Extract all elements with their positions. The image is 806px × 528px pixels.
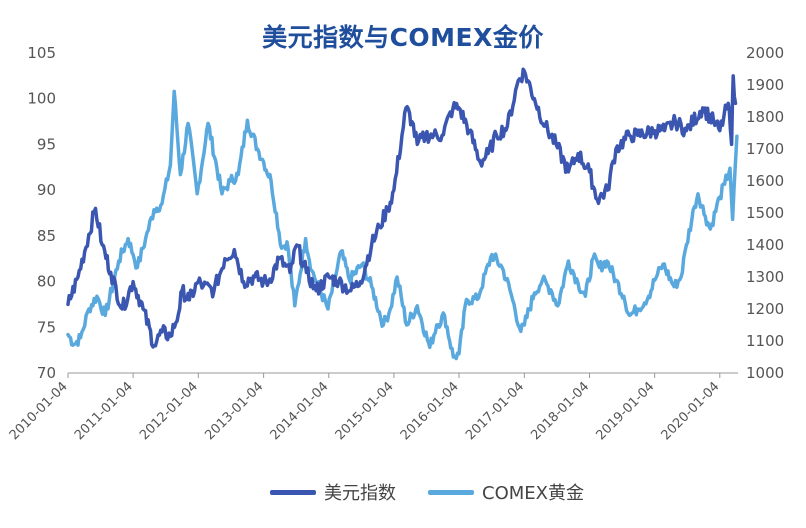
legend-item-comex-gold: COMEX黄金 bbox=[428, 479, 584, 505]
x-tick-label: 2010-01-04 bbox=[7, 379, 71, 443]
x-tick-label: 2014-01-04 bbox=[268, 379, 332, 443]
x-tick-label: 2011-01-04 bbox=[72, 379, 136, 443]
legend-label-usd-index: 美元指数 bbox=[324, 483, 396, 504]
x-tick-label: 2019-01-04 bbox=[593, 379, 657, 443]
x-tick-label: 2016-01-04 bbox=[398, 379, 462, 443]
y-left-tick-label: 80 bbox=[37, 273, 56, 291]
legend-swatch-comex-gold bbox=[428, 489, 474, 495]
x-tick-label: 2017-01-04 bbox=[463, 379, 527, 443]
x-tick-label: 2020-01-04 bbox=[659, 379, 723, 443]
y-left-tick-label: 95 bbox=[37, 135, 56, 153]
y-right-tick-label: 1700 bbox=[746, 140, 784, 158]
x-tick-label: 2018-01-04 bbox=[528, 379, 592, 443]
y-right-tick-label: 1900 bbox=[746, 76, 784, 94]
series-line-usd-index bbox=[66, 67, 738, 349]
y-left-tick-label: 75 bbox=[37, 318, 56, 336]
x-tick-label: 2013-01-04 bbox=[202, 379, 266, 443]
legend-swatch-usd-index bbox=[270, 489, 316, 495]
y-right-tick-label: 2000 bbox=[746, 44, 784, 62]
y-right-tick-label: 1000 bbox=[746, 364, 784, 382]
y-left-tick-label: 70 bbox=[37, 364, 56, 382]
y-right-tick-label: 1100 bbox=[746, 332, 784, 350]
x-tick-label: 2012-01-04 bbox=[137, 379, 201, 443]
series-line-comex-gold bbox=[66, 89, 739, 361]
y-right-tick-label: 1400 bbox=[746, 236, 784, 254]
series-layer bbox=[66, 67, 739, 361]
y-left-tick-label: 105 bbox=[27, 44, 56, 62]
y-left-tick-label: 85 bbox=[37, 227, 56, 245]
legend-item-usd-index: 美元指数 bbox=[270, 479, 396, 505]
y-right-tick-label: 1600 bbox=[746, 172, 784, 190]
y-right-tick-label: 1500 bbox=[746, 204, 784, 222]
y-right-tick-label: 1200 bbox=[746, 300, 784, 318]
y-left-tick-label: 100 bbox=[27, 90, 56, 108]
chart-title: 美元指数与COMEX金价 bbox=[262, 23, 544, 52]
legend-label-comex-gold: COMEX黄金 bbox=[482, 483, 584, 504]
axes: 70 75 80 85 90 95 100 105 1000 1100 1200 1300 1400 15… bbox=[7, 44, 784, 443]
legend: 美元指数 COMEX黄金 bbox=[0, 479, 806, 505]
y-left-tick-label: 90 bbox=[37, 181, 56, 199]
x-tick-label: 2015-01-04 bbox=[333, 379, 397, 443]
y-right-tick-label: 1300 bbox=[746, 268, 784, 286]
chart-svg: 70 75 80 85 90 95 100 105 1000 1100 1200 1300 1400 15… bbox=[7, 44, 784, 443]
y-right-tick-label: 1800 bbox=[746, 108, 784, 126]
